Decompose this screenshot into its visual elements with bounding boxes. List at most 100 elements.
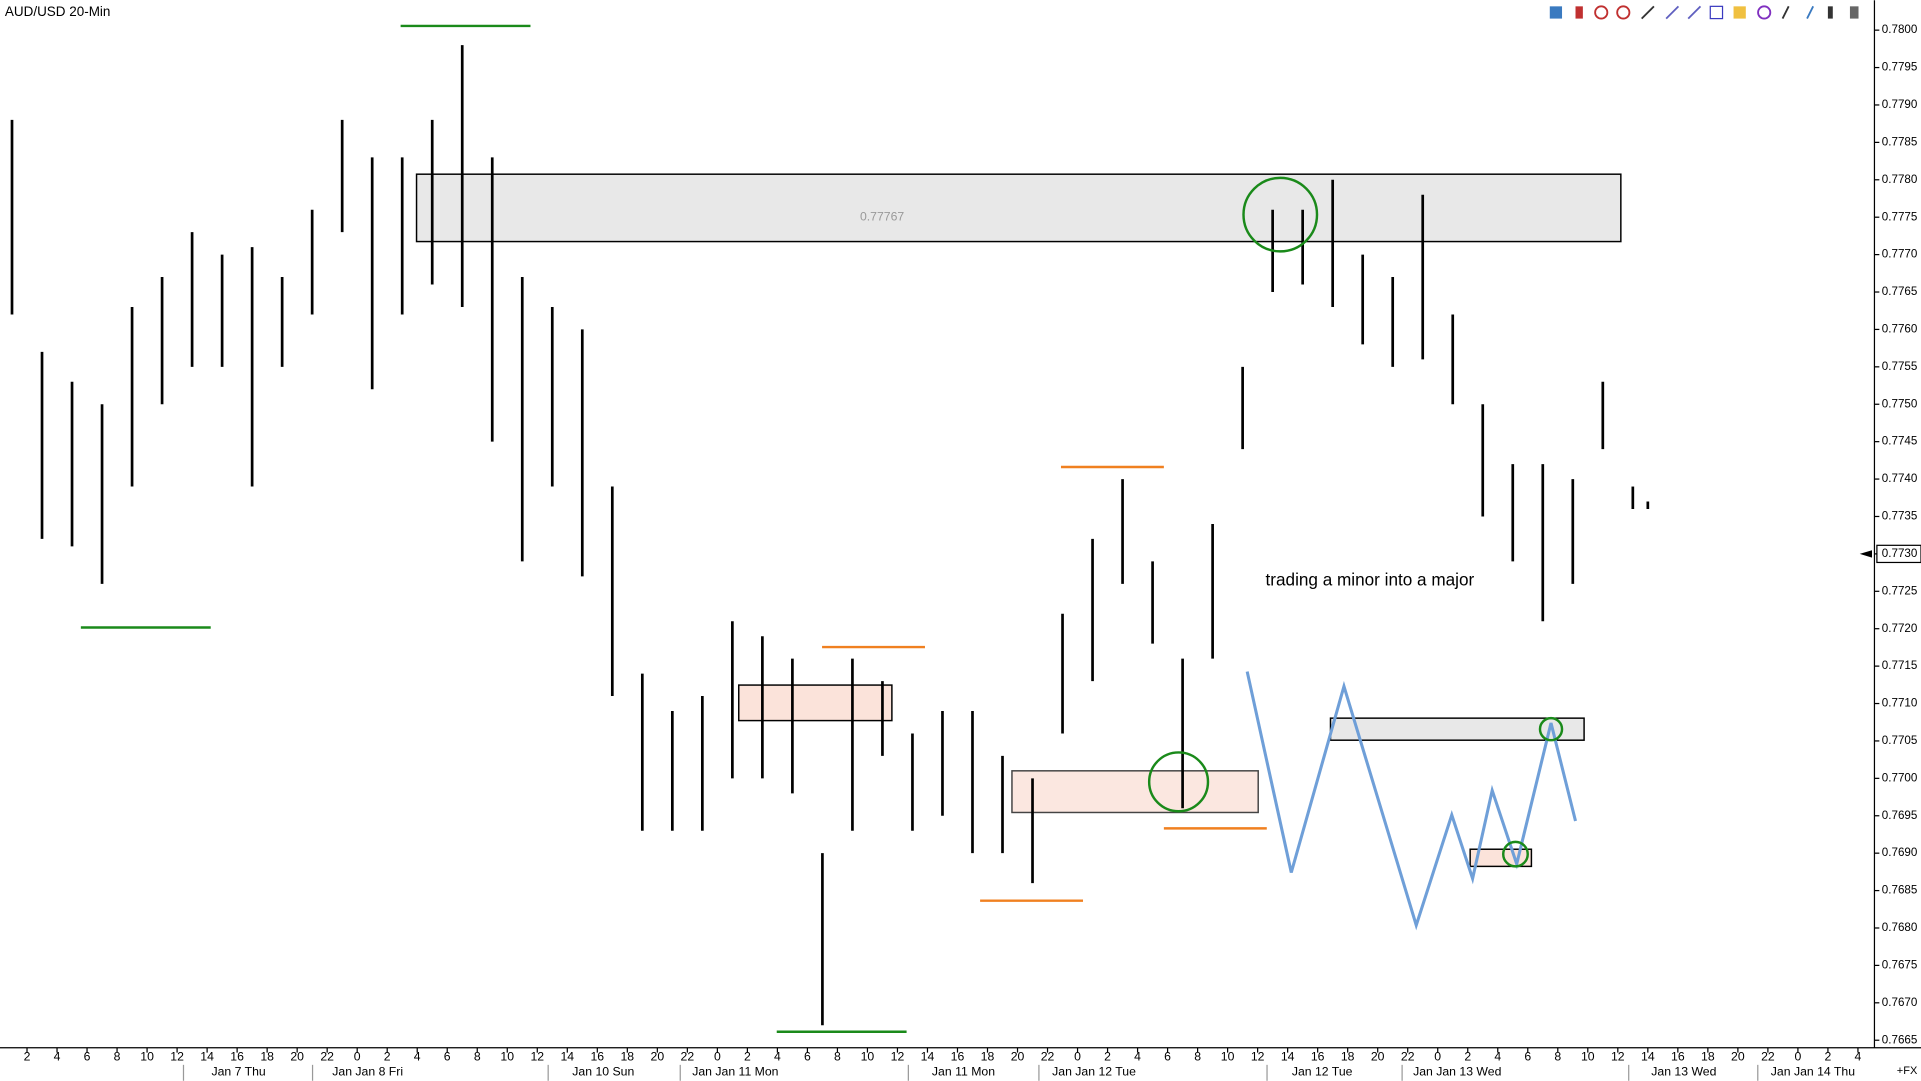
tool-icon[interactable] bbox=[1687, 5, 1702, 20]
tool-icon[interactable] bbox=[1665, 5, 1680, 20]
date-label: Jan 12 Tue bbox=[1292, 1064, 1353, 1078]
circles bbox=[1147, 176, 1564, 868]
zone-box bbox=[415, 173, 1622, 243]
y-tick-label: 0.7785 bbox=[1882, 135, 1918, 148]
y-tick-label: 0.7725 bbox=[1882, 584, 1918, 597]
y-tick-label: 0.7765 bbox=[1882, 285, 1918, 298]
x-tick-label: 12 bbox=[891, 1050, 905, 1064]
tool-icon[interactable] bbox=[1849, 6, 1859, 19]
y-tick-label: 0.7750 bbox=[1882, 397, 1918, 410]
y-tick-label: 0.7675 bbox=[1882, 958, 1918, 971]
x-tick-label: 16 bbox=[230, 1050, 244, 1064]
x-tick-label: 20 bbox=[1011, 1050, 1025, 1064]
zone-box bbox=[1329, 717, 1585, 741]
highlight-circle bbox=[1147, 751, 1210, 813]
corner-label: +FX bbox=[1897, 1065, 1918, 1077]
tool-icon[interactable] bbox=[1709, 5, 1724, 20]
x-tick-label: 20 bbox=[651, 1050, 665, 1064]
y-tick-label: 0.7705 bbox=[1882, 734, 1918, 747]
date-label: Jan 10 Sun bbox=[572, 1064, 634, 1078]
x-tick-label: 18 bbox=[1701, 1050, 1715, 1064]
zone-box bbox=[1011, 770, 1259, 814]
x-tick-label: 10 bbox=[1221, 1050, 1235, 1064]
x-tick-label: 10 bbox=[861, 1050, 875, 1064]
x-tick-label: 12 bbox=[170, 1050, 184, 1064]
x-tick-label: 2 bbox=[24, 1050, 31, 1064]
x-tick-label: 10 bbox=[140, 1050, 154, 1064]
drawings bbox=[80, 24, 1622, 1034]
tool-icon[interactable] bbox=[1827, 6, 1833, 19]
x-tick-label: 14 bbox=[1281, 1050, 1295, 1064]
x-tick-label: 22 bbox=[681, 1050, 695, 1064]
zigzag bbox=[1245, 671, 1577, 931]
x-tick-label: 4 bbox=[1855, 1050, 1862, 1064]
y-tick-label: 0.7670 bbox=[1882, 996, 1918, 1009]
zone-box bbox=[738, 684, 893, 722]
annotation: trading a minor into a major bbox=[1266, 569, 1475, 589]
highlight-circle bbox=[1242, 176, 1319, 253]
price-bars bbox=[10, 45, 1650, 1026]
y-tick-label: 0.7760 bbox=[1882, 323, 1918, 336]
date-label: Jan 13 Wed bbox=[1651, 1064, 1716, 1078]
x-tick-label: 14 bbox=[200, 1050, 214, 1064]
y-tick-label: 0.7745 bbox=[1882, 435, 1918, 448]
x-tick-label: 0 bbox=[1794, 1050, 1801, 1064]
x-tick-label: 8 bbox=[474, 1050, 481, 1064]
tool-icon[interactable] bbox=[1806, 5, 1815, 20]
y-tick-label: 0.7710 bbox=[1882, 697, 1918, 710]
x-tick-label: 14 bbox=[1641, 1050, 1655, 1064]
date-label: Jan Jan 13 Wed bbox=[1413, 1064, 1501, 1078]
x-tick-label: 6 bbox=[1524, 1050, 1531, 1064]
x-tick-label: 8 bbox=[1194, 1050, 1201, 1064]
y-tick-label: 0.7665 bbox=[1882, 1033, 1918, 1046]
x-tick-label: 6 bbox=[1164, 1050, 1171, 1064]
x-tick-label: 20 bbox=[290, 1050, 304, 1064]
y-tick-label: 0.7740 bbox=[1882, 472, 1918, 485]
x-tick-label: 20 bbox=[1731, 1050, 1745, 1064]
y-tick-label: 0.7800 bbox=[1882, 23, 1918, 36]
x-tick-label: 18 bbox=[260, 1050, 274, 1064]
tool-icon[interactable] bbox=[1575, 6, 1583, 19]
y-tick-label: 0.7770 bbox=[1882, 248, 1918, 261]
x-tick-label: 18 bbox=[981, 1050, 995, 1064]
highlight-circle bbox=[1538, 716, 1564, 742]
x-tick-label: 0 bbox=[354, 1050, 361, 1064]
x-tick-label: 22 bbox=[320, 1050, 334, 1064]
x-tick-label: 0 bbox=[1074, 1050, 1081, 1064]
x-tick-label: 16 bbox=[1671, 1050, 1685, 1064]
y-tick-label: 0.7720 bbox=[1882, 622, 1918, 635]
last-price-box bbox=[1876, 544, 1921, 564]
y-tick-label: 0.7790 bbox=[1882, 98, 1918, 111]
x-tick-label: 2 bbox=[1825, 1050, 1832, 1064]
tool-icon[interactable] bbox=[1781, 5, 1790, 20]
x-tick-label: 16 bbox=[951, 1050, 965, 1064]
highlight-circle bbox=[1502, 840, 1529, 868]
tool-icon[interactable] bbox=[1549, 6, 1563, 19]
y-tick-label: 0.7695 bbox=[1882, 809, 1918, 822]
tool-icon[interactable] bbox=[1641, 5, 1655, 20]
x-tick-label: 10 bbox=[500, 1050, 514, 1064]
y-tick-label: 0.7755 bbox=[1882, 360, 1918, 373]
tool-icon[interactable] bbox=[1594, 5, 1609, 20]
x-tick-label: 6 bbox=[804, 1050, 811, 1064]
x-tick-label: 8 bbox=[834, 1050, 841, 1064]
y-tick-label: 0.7685 bbox=[1882, 884, 1918, 897]
last-price-marker bbox=[1859, 550, 1872, 558]
x-tick-label: 8 bbox=[114, 1050, 121, 1064]
x-tick-label: 0 bbox=[714, 1050, 721, 1064]
x-tick-label: 22 bbox=[1041, 1050, 1055, 1064]
y-tick-label: 0.7775 bbox=[1882, 210, 1918, 223]
x-tick-label: 4 bbox=[1494, 1050, 1501, 1064]
last-price-label: 0.7730 bbox=[1882, 547, 1918, 560]
tool-icon[interactable] bbox=[1757, 5, 1772, 20]
tool-icon[interactable] bbox=[1733, 6, 1746, 19]
date-label: Jan 7 Thu bbox=[211, 1064, 265, 1078]
y-tick-label: 0.7680 bbox=[1882, 921, 1918, 934]
x-tick-label: 4 bbox=[774, 1050, 781, 1064]
x-tick-label: 6 bbox=[444, 1050, 451, 1064]
y-tick-label: 0.7780 bbox=[1882, 173, 1918, 186]
tool-icon[interactable] bbox=[1616, 5, 1631, 20]
